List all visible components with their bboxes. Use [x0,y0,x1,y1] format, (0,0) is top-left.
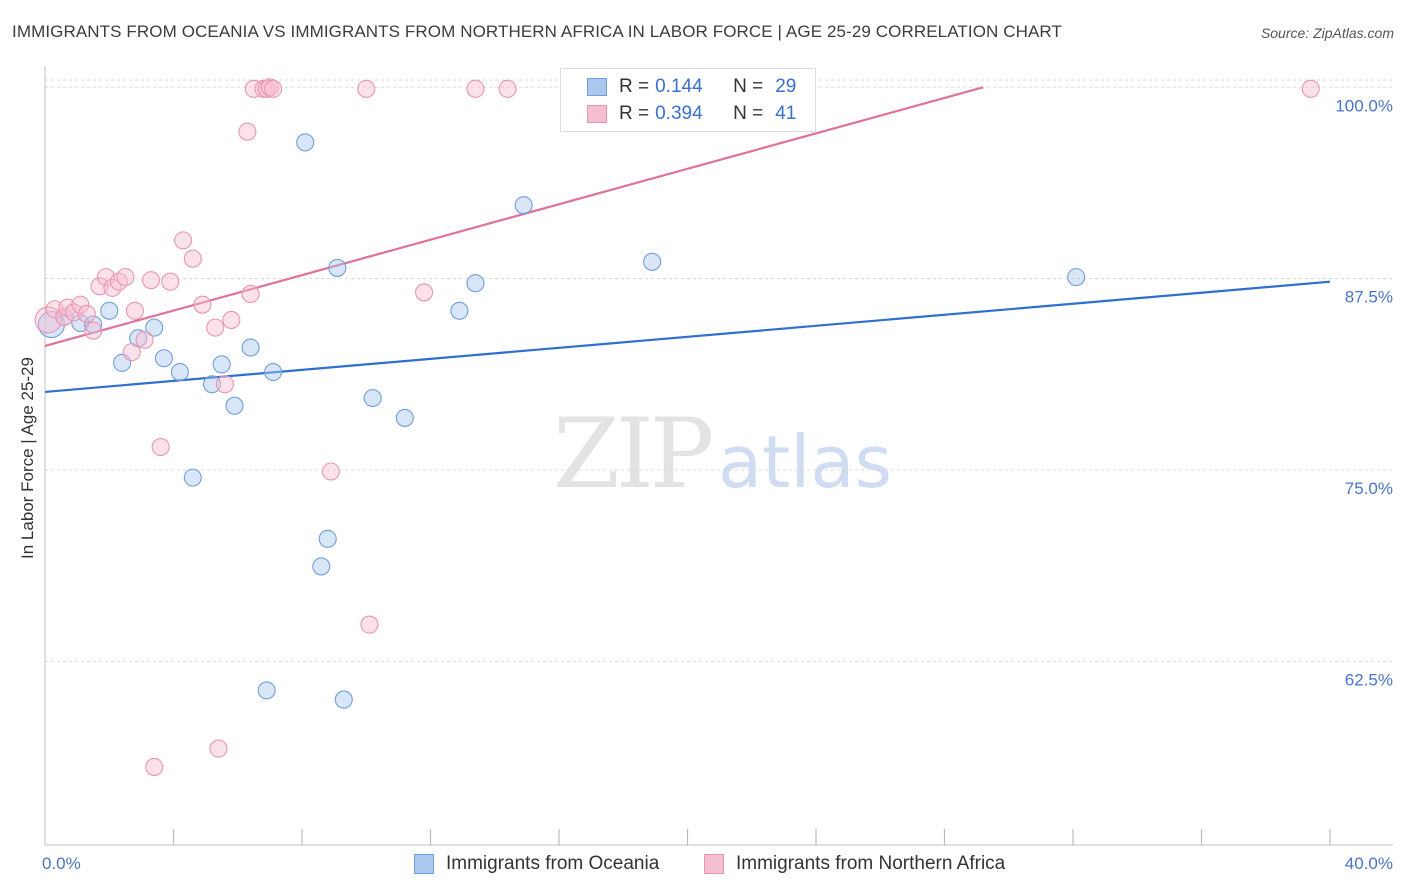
x-tick-label: 40.0% [1345,854,1393,873]
point-nafrica [141,271,161,290]
point-nafrica [321,462,340,481]
legend-row-oceania: R = 0.144 N = 29 [587,75,796,99]
trend-lines [44,86,1331,394]
point-oceania [257,681,276,700]
point-oceania [212,355,231,374]
point-oceania [334,690,353,709]
point-nafrica [222,310,241,330]
oceania-swatch [587,78,607,96]
point-nafrica [122,343,141,362]
point-oceania [183,468,202,487]
r-value: 0.394 [655,103,703,124]
point-nafrica [125,301,144,320]
point-oceania [241,338,260,357]
n-value: 29 [775,76,797,97]
point-oceania [225,396,244,415]
point-nafrica [215,375,234,394]
point-nafrica [71,295,90,314]
point-oceania [328,258,347,277]
y-tick-label: 100.0% [1335,96,1393,115]
correlation-legend: R = 0.144 N = 29 R = 0.394 N = 41 [560,68,816,132]
point-nafrica [135,330,154,349]
point-oceania [203,375,222,394]
trend-line-nafrica [44,86,984,348]
point-nafrica [145,757,164,776]
watermark-atlas: atlas [718,420,892,504]
point-nafrica [116,268,135,287]
point-oceania [318,529,337,548]
point-nafrica [264,79,283,98]
y-tick-label: 62.5% [1345,670,1393,689]
nafrica-legend-label: Immigrants from Northern Africa [736,853,1006,874]
axes [44,66,1393,846]
point-nafrica [174,231,193,250]
point-oceania [100,301,119,320]
point-oceania [1067,268,1086,287]
r-value: 0.144 [655,76,703,97]
r-label: R = [619,103,650,124]
oceania-legend-swatch [414,854,434,874]
point-nafrica [77,304,96,323]
point-nafrica [415,283,434,302]
n-value: 41 [775,103,797,124]
gridlines [45,79,1394,662]
point-nafrica [466,79,485,98]
point-oceania [466,274,485,293]
r-label: R = [619,76,650,97]
source-credit: Source: ZipAtlas.com [1260,25,1394,41]
point-nafrica [244,79,263,98]
point-oceania [296,133,315,152]
point-nafrica [257,79,276,98]
nafrica-legend-swatch [704,854,724,874]
point-nafrica [193,295,212,314]
point-oceania [84,315,103,334]
tick-labels: 100.0% 87.5% 75.0% 62.5% 0.0% 40.0% [42,96,1393,873]
trend-line-oceania [44,280,1331,394]
legend-row-nafrica: R = 0.394 N = 41 [587,102,796,126]
point-nafrica [209,739,228,758]
point-oceania [170,362,189,382]
chart-title: IMMIGRANTS FROM OCEANIA VS IMMIGRANTS FR… [12,22,1062,41]
point-nafrica [238,122,257,141]
point-nafrica [109,272,128,291]
legend-item-nafrica[interactable]: Immigrants from Northern Africa [704,852,1005,876]
point-oceania [154,349,173,368]
point-nafrica [498,79,517,98]
point-nafrica [206,318,225,337]
oceania-legend-label: Immigrants from Oceania [446,853,660,874]
point-oceania [395,408,414,427]
legend-item-oceania[interactable]: Immigrants from Oceania [414,852,659,876]
y-tick-label: 75.0% [1345,479,1393,498]
point-nafrica [151,437,170,457]
point-nafrica [357,79,376,98]
point-nafrica [1301,79,1320,98]
y-tick-label: 87.5% [1345,288,1393,307]
point-oceania [264,362,283,382]
watermark-zip: ZIP [553,398,714,510]
point-nafrica [34,306,62,334]
data-points [34,78,1320,776]
n-label: N = [733,76,764,97]
point-nafrica [260,78,279,97]
point-nafrica [183,249,202,268]
point-oceania [312,557,331,576]
point-nafrica [360,615,379,634]
point-oceania [37,311,65,339]
point-oceania [450,301,469,320]
y-axis-label: In Labor Force | Age 25-29 [18,357,37,559]
point-nafrica [161,272,180,291]
x-tick-label: 0.0% [42,854,81,873]
nafrica-swatch [587,105,607,123]
point-nafrica [84,321,103,340]
point-oceania [643,252,662,271]
point-oceania [145,318,164,337]
point-oceania [514,196,533,215]
point-oceania [363,388,382,408]
n-label: N = [733,103,764,124]
point-nafrica [241,284,260,304]
